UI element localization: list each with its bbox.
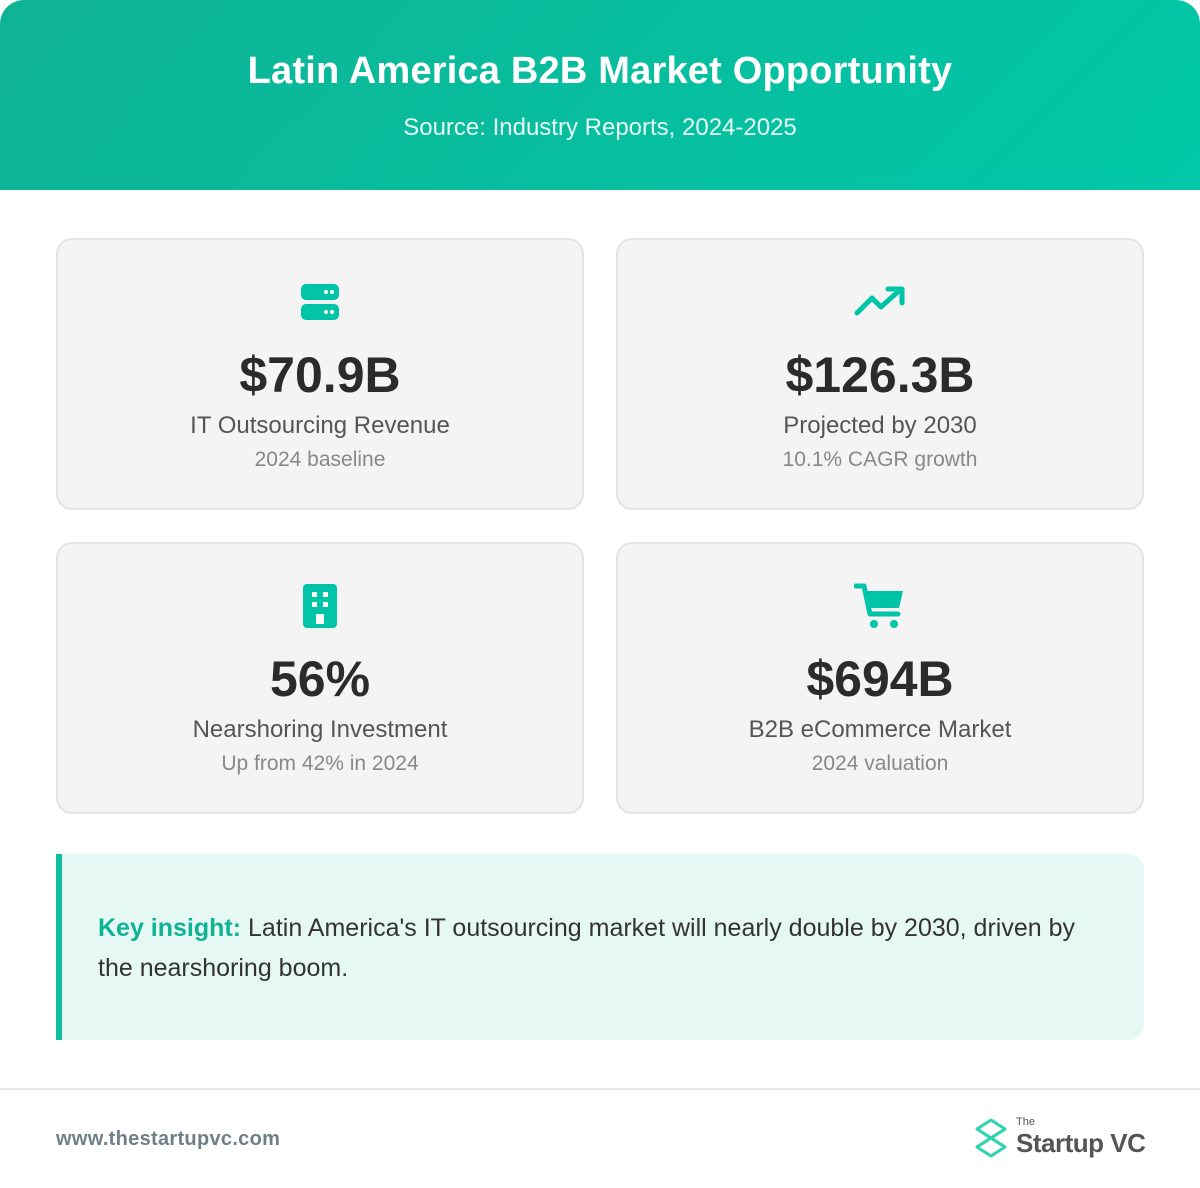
logo-name: Startup VC [1016,1128,1146,1158]
logo-mark-icon [975,1118,1007,1158]
website-link[interactable]: www.thestartupvc.com [56,1128,281,1150]
stat-note: 2024 valuation [811,752,949,775]
page-subtitle: Source: Industry Reports, 2024-2025 [403,114,797,141]
trending-up-icon [853,278,907,326]
header-banner: Latin America B2B Market Opportunity Sou… [0,0,1200,190]
stat-card-b2b-ecommerce: $694B B2B eCommerce Market 2024 valuatio… [616,542,1144,814]
building-icon [293,582,347,630]
stat-note: 2024 baseline [254,448,386,471]
stat-label: B2B eCommerce Market [748,716,1012,743]
insight-text: Latin America's IT outsourcing market wi… [98,914,1075,982]
stat-value: 56% [269,651,371,707]
stat-value: $694B [806,651,954,707]
stat-label: Projected by 2030 [783,412,977,439]
stat-card-nearshoring: 56% Nearshoring Investment Up from 42% i… [56,542,584,814]
stat-note: 10.1% CAGR growth [782,448,978,471]
stat-note: Up from 42% in 2024 [221,752,419,775]
stat-value: $70.9B [239,347,401,403]
stat-label: Nearshoring Investment [192,716,448,743]
stat-value: $126.3B [785,347,975,403]
brand-logo: The Startup VC [974,1116,1146,1164]
stat-card-projection: $126.3B Projected by 2030 10.1% CAGR gro… [616,238,1144,510]
footer: www.thestartupvc.com The Startup VC [0,1088,1200,1188]
server-icon [293,278,347,326]
logo-small-text: The [1016,1116,1035,1128]
insight-label: Key insight: [98,914,242,942]
shopping-cart-icon [853,582,907,630]
key-insight-box: Key insight: Latin America's IT outsourc… [56,854,1144,1040]
stat-label: IT Outsourcing Revenue [190,412,450,439]
stat-card-it-outsourcing: $70.9B IT Outsourcing Revenue 2024 basel… [56,238,584,510]
page-title: Latin America B2B Market Opportunity [247,50,953,92]
